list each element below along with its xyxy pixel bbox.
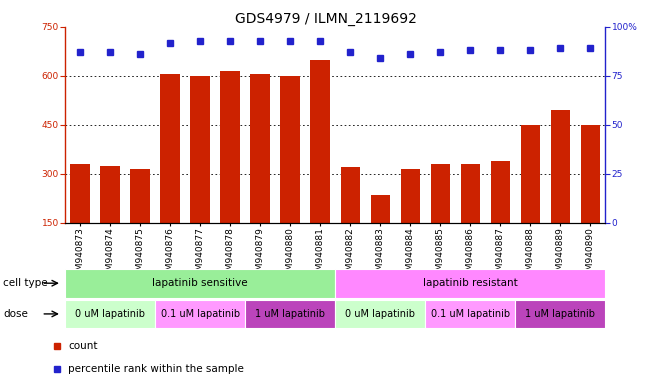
Bar [400,169,420,223]
Bar [130,169,150,223]
Text: 1 uM lapatinib: 1 uM lapatinib [525,309,596,319]
Text: 0.1 uM lapatinib: 0.1 uM lapatinib [161,309,240,319]
Text: lapatinib resistant: lapatinib resistant [423,278,518,288]
Text: count: count [68,341,98,351]
Bar [430,164,450,223]
Text: 0 uM lapatinib: 0 uM lapatinib [345,309,415,319]
Bar [251,74,270,223]
Text: lapatinib sensitive: lapatinib sensitive [152,278,248,288]
Bar [65,269,335,298]
Bar [191,76,210,223]
Bar [551,110,570,223]
Bar [581,125,600,223]
Bar [425,300,516,328]
Bar [491,161,510,223]
Bar [100,166,120,223]
Bar [70,164,90,223]
Bar [155,300,245,328]
Bar [340,167,360,223]
Text: 1 uM lapatinib: 1 uM lapatinib [255,309,326,319]
Bar [461,164,480,223]
Bar [65,300,155,328]
Text: 0.1 uM lapatinib: 0.1 uM lapatinib [431,309,510,319]
Text: cell type: cell type [3,278,48,288]
Bar [335,300,425,328]
Text: percentile rank within the sample: percentile rank within the sample [68,364,244,374]
Text: GDS4979 / ILMN_2119692: GDS4979 / ILMN_2119692 [234,12,417,25]
Bar [516,300,605,328]
Bar [370,195,390,223]
Bar [160,74,180,223]
Bar [245,300,335,328]
Text: dose: dose [3,309,28,319]
Bar [335,269,605,298]
Bar [311,60,330,223]
Bar [521,125,540,223]
Bar [281,76,300,223]
Bar [221,71,240,223]
Text: 0 uM lapatinib: 0 uM lapatinib [75,309,145,319]
